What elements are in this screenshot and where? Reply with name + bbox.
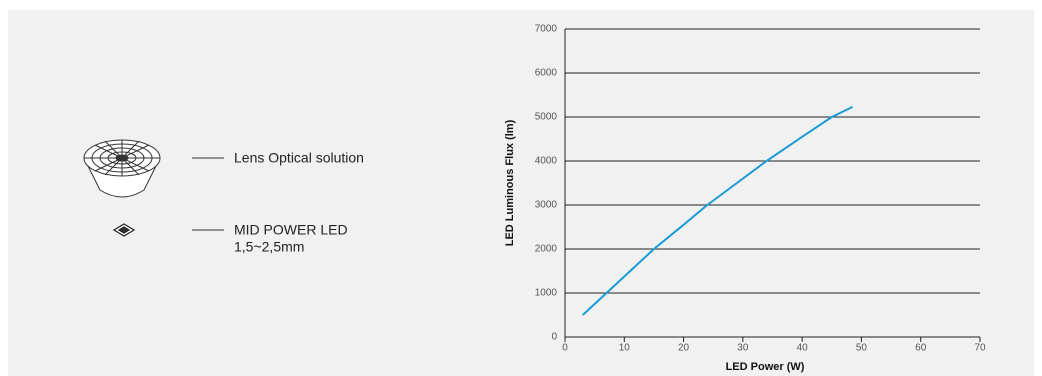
y-tick-label: 7000 [535, 24, 558, 35]
x-tick-label: 0 [562, 343, 568, 354]
x-tick-label: 40 [797, 343, 809, 354]
x-tick-label: 30 [737, 343, 749, 354]
lens-icon [83, 139, 161, 198]
led-icon [112, 223, 136, 237]
x-axis-label: LED Power (W) [726, 361, 805, 373]
component-label: Lens Optical solution [234, 150, 364, 166]
x-tick-label: 10 [619, 343, 631, 354]
x-tick-label: 60 [915, 343, 927, 354]
y-tick-label: 0 [551, 332, 557, 343]
component-detail: 1,5~2,5mm [234, 239, 304, 255]
x-tick-label: 50 [856, 343, 868, 354]
component-label: MID POWER LED [234, 222, 348, 238]
y-tick-label: 1000 [535, 288, 558, 299]
plot: 0 1000 2000 3000 4000 5000 6000 7000 0 10 20 30 40 50… [535, 24, 986, 354]
y-tick-label: 3000 [535, 200, 558, 211]
y-tick-label: 2000 [535, 244, 558, 255]
y-tick-label: 4000 [535, 156, 558, 167]
x-tick-label: 20 [678, 343, 690, 354]
y-tick-label: 6000 [535, 68, 558, 79]
y-tick-label: 5000 [535, 112, 558, 123]
panel [8, 10, 1034, 376]
x-tick-label: 70 [974, 343, 986, 354]
data-line [582, 105, 853, 316]
y-axis-label: LED Luminous Flux (lm) [504, 119, 516, 246]
